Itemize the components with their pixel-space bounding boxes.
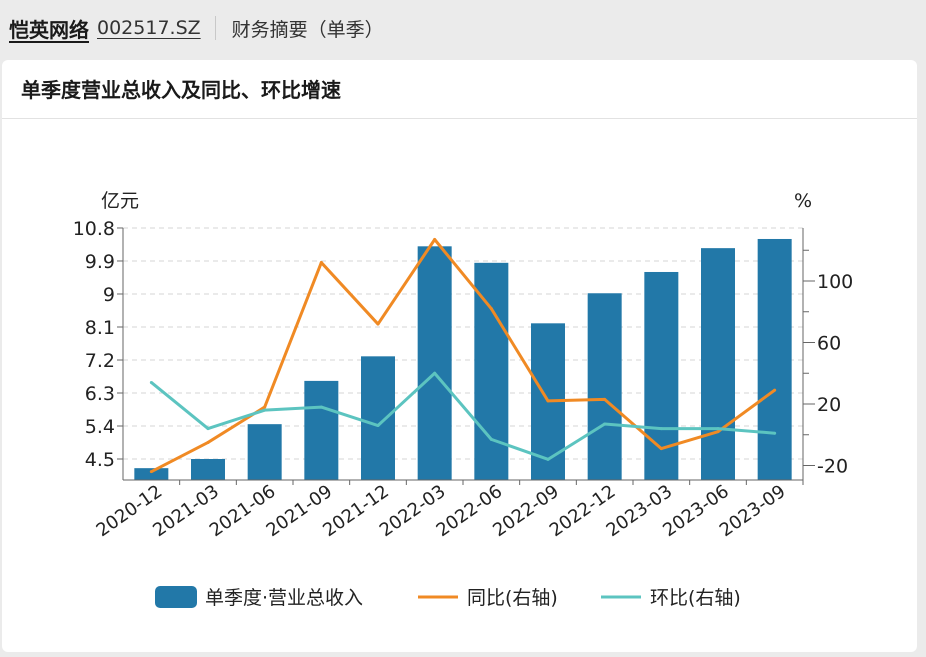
legend-label-qoq: 环比(右轴) <box>650 587 741 609</box>
top-bar: 恺英网络 002517.SZ 财务摘要（单季） <box>0 0 926 56</box>
yoy-point-2020-12 <box>149 470 153 474</box>
left-axis-tick-label: 4.5 <box>85 449 115 471</box>
qoq-point-2022-03 <box>433 371 437 375</box>
yoy-point-2021-09 <box>319 261 323 265</box>
qoq-point-2020-12 <box>149 380 153 384</box>
legend-bar-swatch <box>155 586 197 608</box>
yoy-point-2021-06 <box>263 405 267 409</box>
header-divider <box>214 16 216 40</box>
right-axis-tick-label: 100 <box>817 271 853 293</box>
qoq-point-2021-06 <box>263 408 267 412</box>
right-axis-unit: % <box>794 190 812 212</box>
bar-2022-12 <box>587 293 622 480</box>
left-axis-tick-label: 7.2 <box>85 350 115 372</box>
qoq-point-2022-06 <box>489 437 493 441</box>
left-axis-tick-label: 9 <box>103 284 115 306</box>
qoq-point-2023-06 <box>716 427 720 431</box>
qoq-point-2022-09 <box>546 457 550 461</box>
yoy-point-2022-06 <box>489 307 493 311</box>
left-axis-tick-label: 8.1 <box>85 317 115 339</box>
bar-2021-06 <box>247 424 282 480</box>
yoy-point-2022-09 <box>546 399 550 403</box>
bar-2022-03 <box>417 246 452 480</box>
bar-2023-09 <box>757 238 792 480</box>
yoy-point-2021-03 <box>206 440 210 444</box>
card-divider <box>2 118 917 119</box>
qoq-point-2023-09 <box>773 431 777 435</box>
qoq-point-2021-12 <box>376 424 380 428</box>
bar-2020-12 <box>134 468 169 480</box>
yoy-point-2021-12 <box>376 322 380 326</box>
left-axis-tick-label: 9.9 <box>85 251 115 273</box>
qoq-point-2022-12 <box>603 422 607 426</box>
legend-label-yoy: 同比(右轴) <box>467 587 558 609</box>
qoq-point-2021-03 <box>206 427 210 431</box>
bar-2023-06 <box>701 248 735 480</box>
legend-label-revenue: 单季度·营业总收入 <box>205 587 363 609</box>
right-axis-tick-label: -20 <box>817 456 848 478</box>
left-axis-tick-label: 5.4 <box>85 416 115 438</box>
qoq-line <box>150 371 775 461</box>
yoy-line <box>150 237 776 473</box>
right-axis-tick-label: 60 <box>817 333 841 355</box>
yoy-point-2022-12 <box>603 397 607 401</box>
yoy-point-2022-03 <box>433 237 437 241</box>
qoq-point-2023-03 <box>659 427 663 431</box>
right-axis-tick-label: 20 <box>817 394 841 416</box>
yoy-point-2023-03 <box>659 447 663 451</box>
bar-2021-12 <box>361 356 395 480</box>
yoy-point-2023-06 <box>716 430 720 434</box>
section-title: 财务摘要（单季） <box>231 18 384 41</box>
qoq-point-2021-09 <box>319 405 323 409</box>
stock-code-link[interactable]: 002517.SZ <box>97 17 201 39</box>
card-title: 单季度营业总收入及同比、环比增速 <box>21 78 341 102</box>
bar-2021-09 <box>304 380 339 480</box>
yoy-point-2023-09 <box>773 388 777 392</box>
bar-2021-03 <box>191 459 225 480</box>
company-name-link[interactable]: 恺英网络 <box>9 17 89 42</box>
left-axis-tick-label: 6.3 <box>85 383 115 405</box>
left-axis-unit: 亿元 <box>101 190 139 212</box>
left-axis-tick-label: 10.8 <box>73 218 115 240</box>
